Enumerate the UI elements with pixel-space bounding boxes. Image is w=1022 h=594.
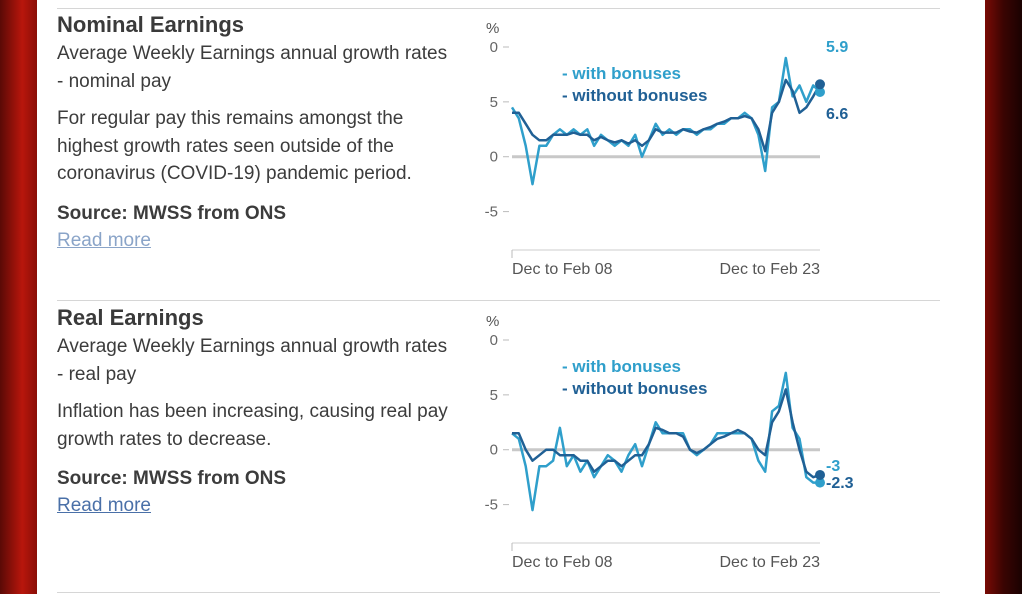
y-tick-label: 0 — [490, 442, 498, 459]
end-label: -3 — [826, 458, 840, 475]
background-edge — [0, 0, 37, 594]
x-tick-label: Dec to Feb 08 — [512, 261, 613, 278]
legend-entry: - without bonuses — [562, 86, 707, 105]
legend-entry: - without bonuses — [562, 379, 707, 398]
end-marker — [815, 86, 825, 97]
end-marker — [815, 469, 825, 480]
card-description: For regular pay this remains amongst the… — [57, 108, 412, 184]
separator — [57, 300, 940, 301]
card: Nominal Earnings Average Weekly Earnings… — [57, 10, 457, 254]
x-tick-label: Dec to Feb 08 — [512, 554, 613, 571]
y-tick-label: 0 — [490, 149, 498, 166]
y-tick-label: 0 — [490, 332, 498, 349]
end-marker — [815, 79, 825, 90]
card: Real Earnings Average Weekly Earnings an… — [57, 303, 457, 519]
series-line — [512, 78, 822, 153]
y-axis-label: % — [486, 313, 499, 330]
read-more-link[interactable]: Read more — [57, 495, 151, 516]
card-title: Real Earnings — [57, 305, 204, 330]
y-tick-label: 0 — [490, 39, 498, 56]
card-source: Source: MWSS from ONS — [57, 202, 287, 224]
legend-entry: - with bonuses — [562, 357, 681, 376]
y-axis-label: % — [486, 20, 499, 37]
card-subtitle: Average Weekly Earnings annual growth ra… — [57, 43, 448, 92]
separator — [57, 8, 940, 9]
x-tick-label: Dec to Feb 23 — [720, 554, 821, 571]
end-marker — [815, 477, 825, 488]
y-tick-label: 5 — [490, 94, 498, 111]
series-line — [512, 388, 821, 479]
y-tick-label: -5 — [485, 497, 498, 514]
y-tick-label: 5 — [490, 387, 498, 404]
read-more-link[interactable]: Read more — [57, 229, 151, 251]
x-tick-label: Dec to Feb 23 — [720, 261, 821, 278]
end-label: -2.3 — [826, 475, 854, 492]
card-subtitle: Average Weekly Earnings annual growth ra… — [57, 336, 448, 385]
background-edge — [985, 0, 1022, 594]
card-title: Nominal Earnings — [57, 12, 245, 37]
card-description: Inflation has been increasing, causing r… — [57, 401, 448, 450]
end-label: 6.6 — [826, 106, 848, 123]
separator — [57, 592, 940, 593]
card-source: Source: MWSS from ONS — [57, 468, 287, 489]
y-tick-label: -5 — [485, 204, 498, 221]
legend-entry: - with bonuses — [562, 64, 681, 83]
end-label: 5.9 — [826, 39, 848, 56]
